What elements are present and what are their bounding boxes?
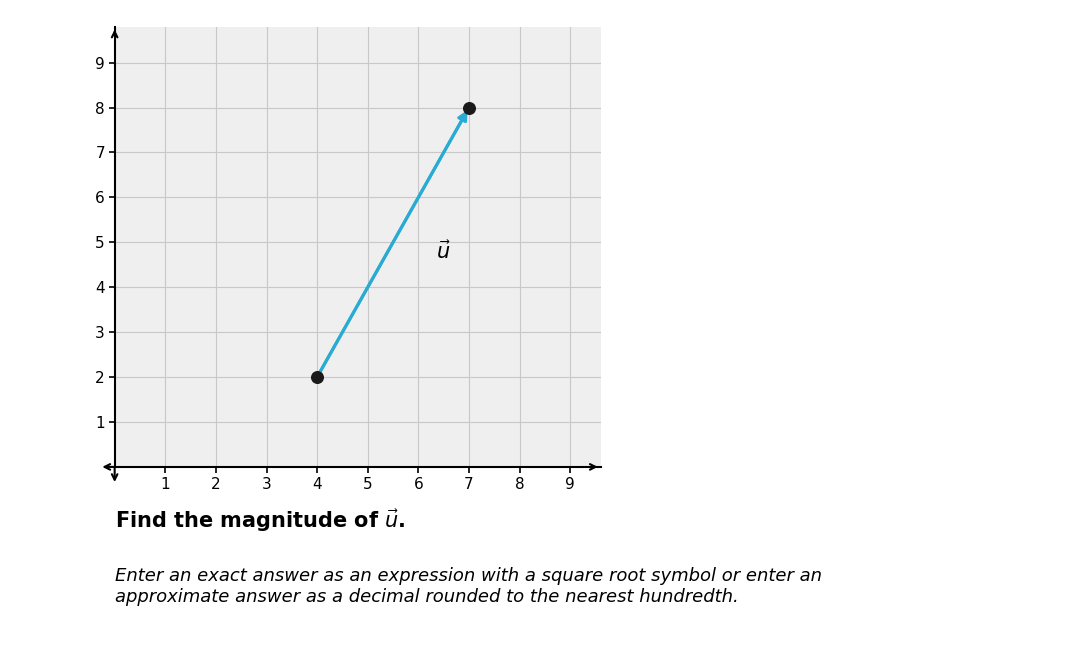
Text: $\vec{u}$: $\vec{u}$ [436, 240, 451, 263]
Text: Enter an exact answer as an expression with a square root symbol or enter an
app: Enter an exact answer as an expression w… [115, 567, 821, 606]
Point [308, 372, 325, 382]
Point [460, 102, 477, 113]
Text: Find the magnitude of $\vec{u}$.: Find the magnitude of $\vec{u}$. [115, 507, 405, 534]
